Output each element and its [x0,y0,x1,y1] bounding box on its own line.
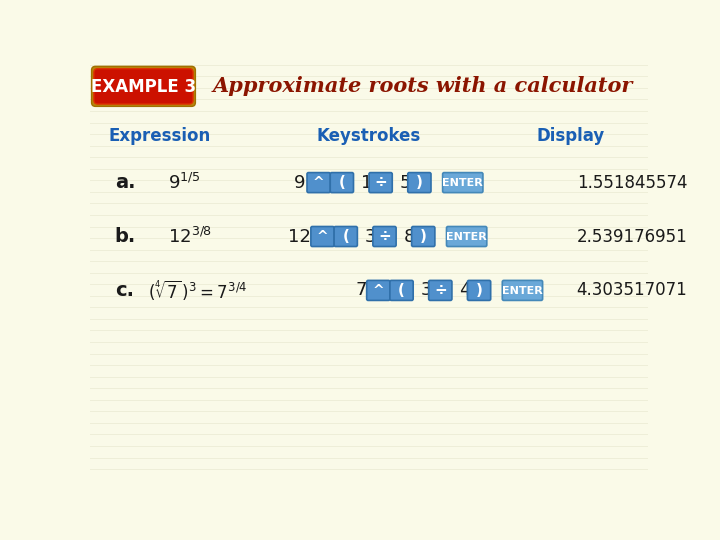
Text: ENTER: ENTER [442,178,483,188]
Text: 4.303517071: 4.303517071 [577,281,688,299]
Text: Approximate roots with a calculator: Approximate roots with a calculator [213,76,634,96]
Text: 7: 7 [356,281,367,299]
Text: Expression: Expression [109,127,211,145]
Text: ): ) [476,284,482,298]
Text: 12: 12 [288,227,311,246]
Text: (: ( [398,284,405,298]
Text: $12^{3/8}$: $12^{3/8}$ [168,226,212,247]
Text: 9: 9 [294,174,305,192]
FancyBboxPatch shape [311,226,334,247]
Text: ): ) [420,230,427,245]
FancyBboxPatch shape [408,173,431,193]
Text: c.: c. [114,281,134,300]
Text: $9^{1/5}$: $9^{1/5}$ [168,173,200,193]
FancyBboxPatch shape [91,66,195,106]
Text: $( \sqrt[4]{7}\, )^3 = 7^{3/4}$: $( \sqrt[4]{7}\, )^3 = 7^{3/4}$ [148,279,248,302]
FancyBboxPatch shape [503,280,543,300]
Text: ENTER: ENTER [502,286,543,296]
Text: ENTER: ENTER [446,232,487,242]
Text: ^: ^ [317,230,328,244]
Text: EXAMPLE 3: EXAMPLE 3 [91,78,196,96]
Text: 2.539176951: 2.539176951 [577,227,688,246]
FancyBboxPatch shape [412,226,435,247]
Text: a.: a. [114,173,135,192]
Text: 3: 3 [420,281,432,299]
FancyBboxPatch shape [373,226,396,247]
Text: ^: ^ [312,176,325,190]
FancyBboxPatch shape [334,226,357,247]
Text: 3: 3 [365,227,377,246]
Text: 4: 4 [459,281,471,299]
Text: b.: b. [114,227,136,246]
FancyBboxPatch shape [307,173,330,193]
FancyBboxPatch shape [467,280,490,300]
FancyBboxPatch shape [443,173,483,193]
FancyBboxPatch shape [369,173,392,193]
FancyBboxPatch shape [428,280,452,300]
Text: 1: 1 [361,174,372,192]
Text: ÷: ÷ [434,284,446,298]
FancyBboxPatch shape [446,226,487,247]
Text: ÷: ÷ [374,176,387,191]
FancyBboxPatch shape [330,173,354,193]
FancyBboxPatch shape [94,69,193,104]
Text: ^: ^ [372,284,384,298]
Text: ÷: ÷ [378,230,391,245]
Text: 5: 5 [400,174,411,192]
Text: 1.551845574: 1.551845574 [577,174,687,192]
Text: ): ) [416,176,423,191]
Text: (: ( [338,176,346,191]
Text: 8: 8 [404,227,415,246]
FancyBboxPatch shape [366,280,390,300]
Text: (: ( [342,230,349,245]
FancyBboxPatch shape [390,280,413,300]
Text: Display: Display [536,127,605,145]
Text: Keystrokes: Keystrokes [317,127,421,145]
